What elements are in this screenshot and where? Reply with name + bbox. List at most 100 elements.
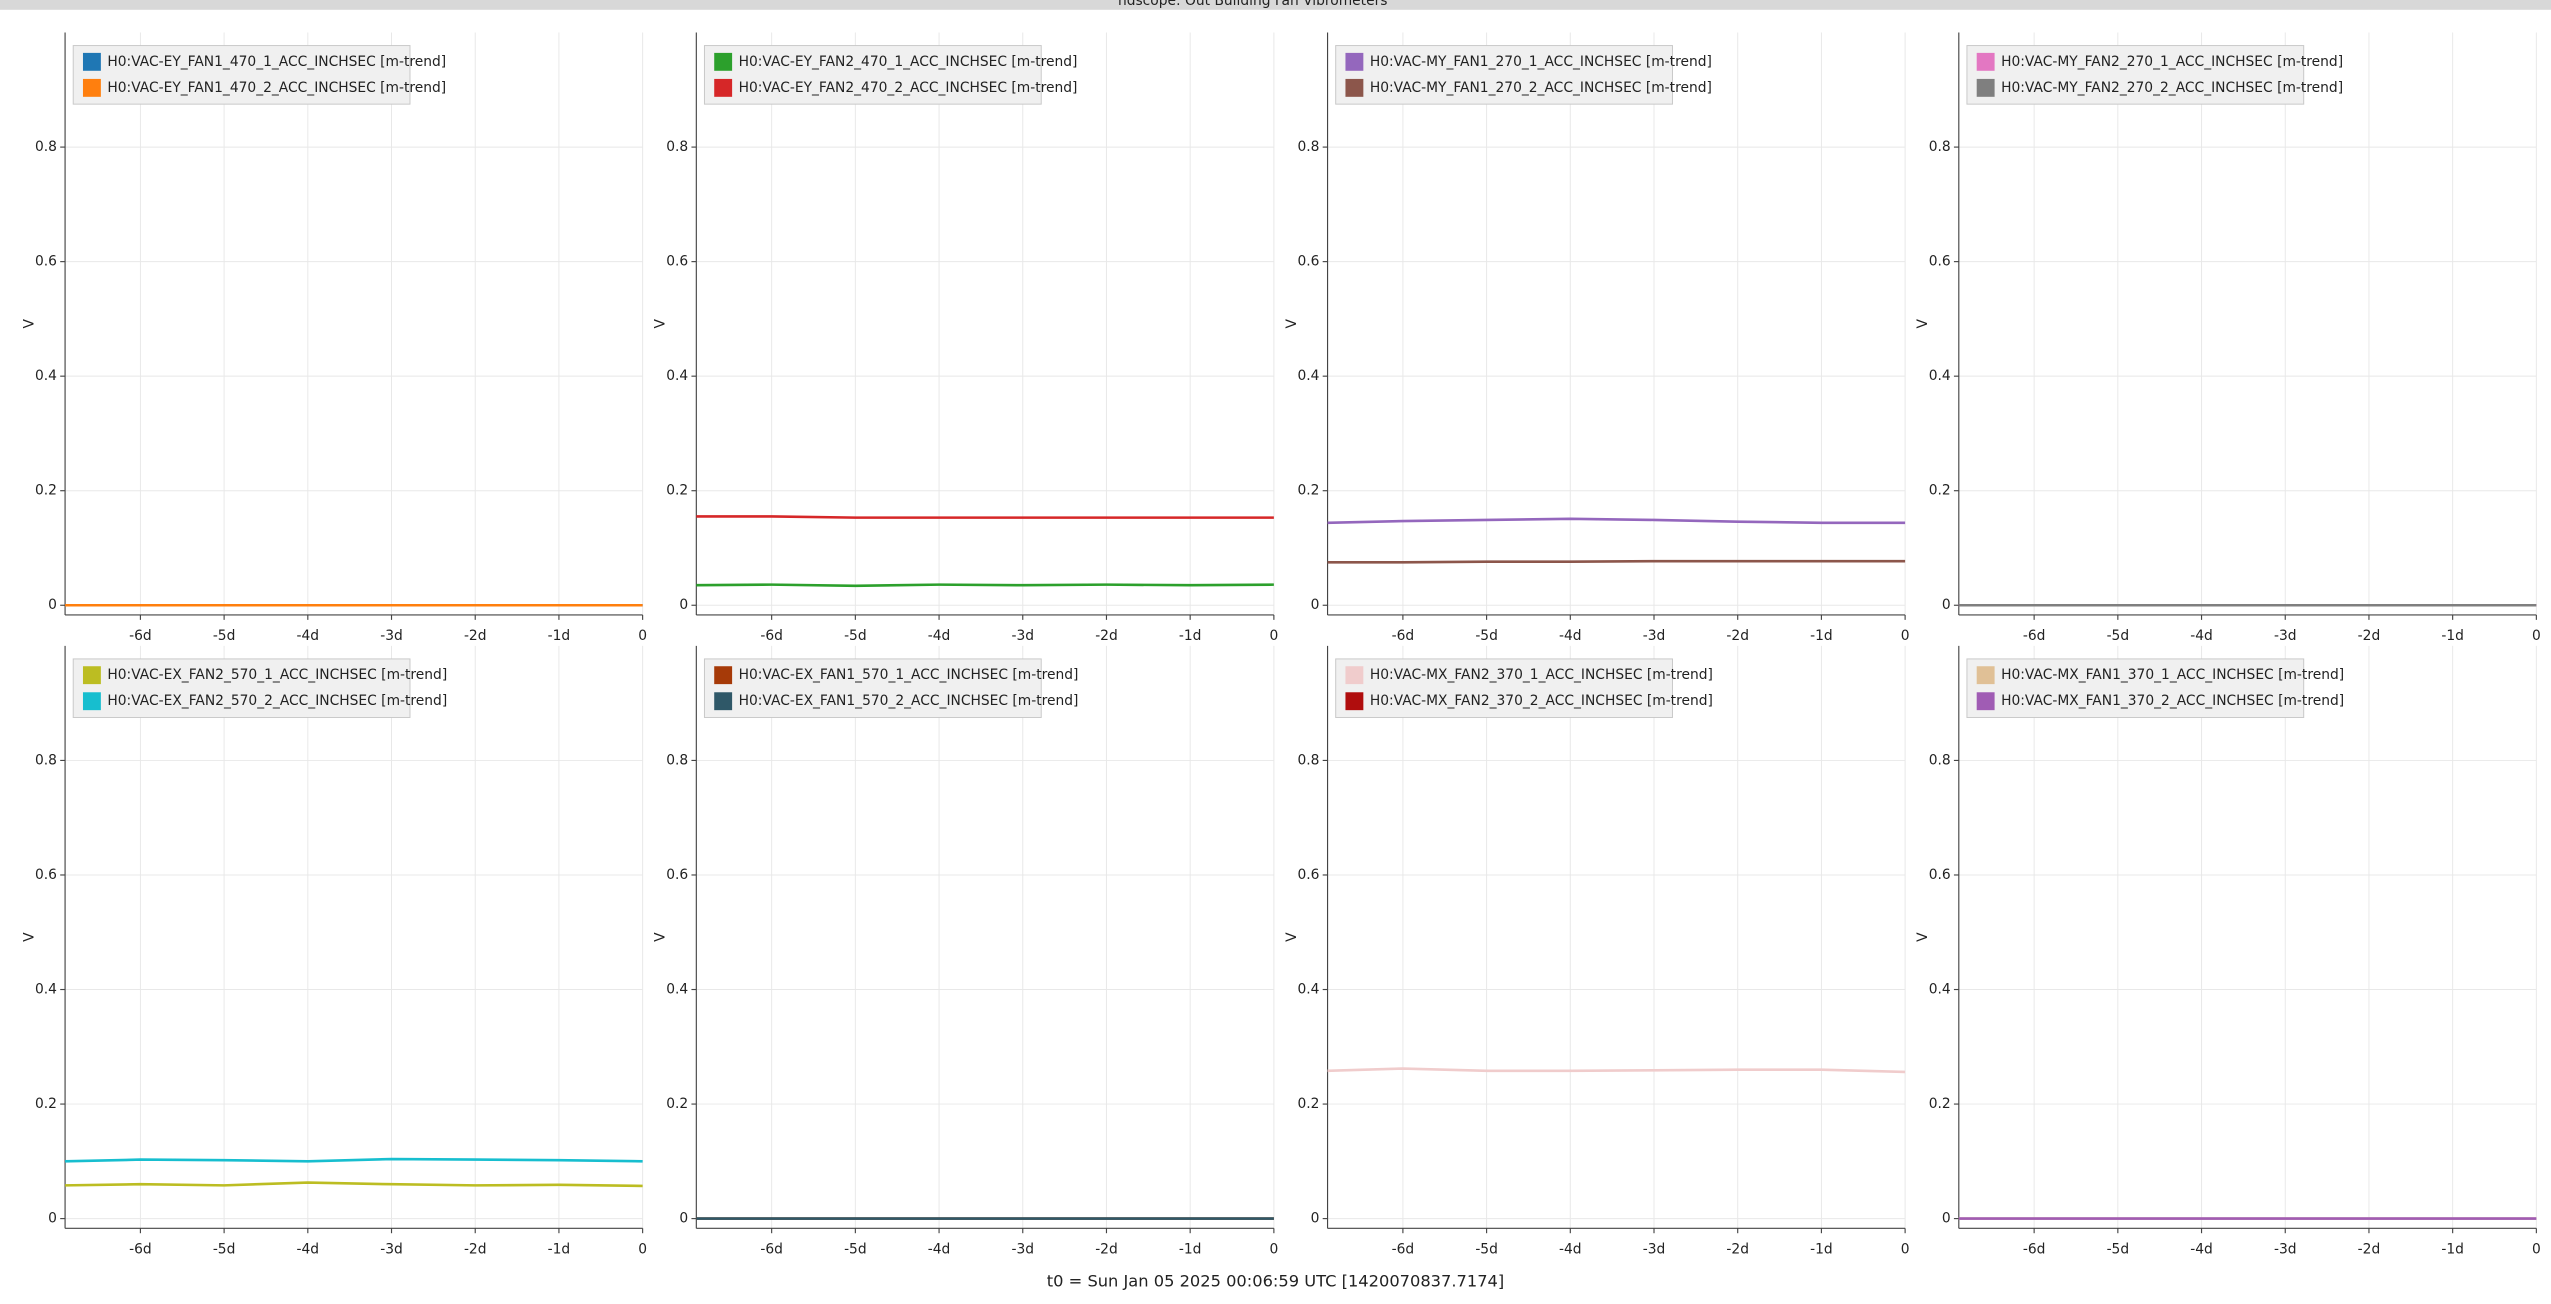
series-line [1327, 517, 1906, 525]
legend-box [1966, 658, 2305, 718]
y-tick-label: 0.8 [1297, 139, 1319, 155]
y-tick-label: 0.8 [35, 139, 57, 155]
y-tick-label: 0 [679, 1211, 688, 1227]
x-tick-label: -6d [760, 628, 783, 644]
y-tick-label: 0 [48, 597, 57, 613]
x-tick-label: -5d [844, 1241, 867, 1257]
legend-label: H0:VAC-EY_FAN1_470_1_ACC_INCHSEC [m-tren… [107, 54, 446, 70]
x-tick-label: -4d [1559, 628, 1582, 644]
legend-swatch [1976, 78, 1995, 97]
legend-swatch [1345, 78, 1364, 97]
x-tick-label: -1d [548, 1241, 571, 1257]
x-tick-label: -3d [1011, 628, 1034, 644]
legend-label: H0:VAC-MX_FAN2_370_2_ACC_INCHSEC [m-tren… [1370, 693, 1713, 709]
legend-swatch [714, 692, 733, 711]
legend-swatch [714, 78, 733, 97]
legend-label: H0:VAC-EX_FAN2_570_2_ACC_INCHSEC [m-tren… [107, 693, 447, 709]
x-tick-label: 0 [1901, 628, 1910, 644]
series-line [1327, 559, 1906, 564]
y-axis-label: V [1284, 318, 1300, 328]
legend-swatch [82, 692, 101, 711]
y-tick-label: 0.6 [1297, 254, 1319, 270]
x-tick-label: 0 [1901, 1241, 1910, 1257]
x-tick-label: 0 [638, 628, 647, 644]
y-tick-label: 0.8 [1297, 752, 1319, 768]
y-tick-label: 0.6 [1929, 254, 1951, 270]
legend-swatch [1345, 692, 1364, 711]
legend-label: H0:VAC-EY_FAN2_470_1_ACC_INCHSEC [m-tren… [739, 54, 1078, 70]
x-tick-label: -2d [1726, 1241, 1749, 1257]
x-tick-label: -2d [464, 628, 487, 644]
legend-swatch [82, 52, 101, 71]
x-tick-label: -4d [928, 1241, 951, 1257]
y-tick-label: 0 [1311, 1211, 1320, 1227]
x-tick-label: -6d [129, 1241, 152, 1257]
y-tick-label: 0.2 [35, 1096, 57, 1112]
t0-footer: t0 = Sun Jan 05 2025 00:06:59 UTC [14200… [1047, 1272, 1504, 1291]
x-tick-label: -2d [1095, 1241, 1118, 1257]
legend-label: H0:VAC-MY_FAN1_270_1_ACC_INCHSEC [m-tren… [1370, 54, 1712, 70]
plot-panel: 0 0.2 0.4 0.6 0.8 -6d -5d -4d -3d -2d -1d 0 V H0:VAC-… [1284, 645, 1910, 1257]
legend: H0:VAC-EX_FAN1_570_1_ACC_INCHSEC [m-tren… [703, 658, 1078, 718]
x-tick-label: 0 [1269, 628, 1278, 644]
series-line [1327, 1067, 1906, 1074]
plot-panel: 0 0.2 0.4 0.6 0.8 -6d -5d -4d -3d -2d -1d 0 V H0:VAC-… [1915, 32, 2541, 644]
y-axis-label: V [1915, 932, 1931, 942]
x-tick-label: -1d [2441, 1241, 2464, 1257]
series-line [65, 1157, 643, 1163]
series-line [696, 583, 1274, 588]
x-tick-label: -1d [548, 628, 571, 644]
x-tick-label: 0 [1269, 1241, 1278, 1257]
x-tick-label: -6d [1392, 1241, 1415, 1257]
legend-swatch [1976, 52, 1995, 71]
legend-label: H0:VAC-MX_FAN1_370_1_ACC_INCHSEC [m-tren… [2001, 667, 2344, 683]
x-tick-label: 0 [2532, 1241, 2541, 1257]
y-tick-label: 0.2 [1929, 1096, 1951, 1112]
x-tick-label: -6d [2023, 628, 2046, 644]
series-line [65, 1181, 643, 1188]
y-axis-label: V [21, 318, 37, 328]
plot-panel: 0 0.2 0.4 0.6 0.8 -6d -5d -4d -3d -2d -1d 0 V H0:VAC-… [1284, 32, 1910, 644]
y-tick-label: 0 [1942, 1211, 1951, 1227]
y-tick-label: 0.2 [666, 1096, 688, 1112]
x-tick-label: 0 [638, 1241, 647, 1257]
x-tick-label: -5d [844, 628, 867, 644]
x-tick-label: -1d [1810, 1241, 1833, 1257]
legend-label: H0:VAC-MY_FAN1_270_2_ACC_INCHSEC [m-tren… [1370, 80, 1712, 96]
plot-panel: 0 0.2 0.4 0.6 0.8 -6d -5d -4d -3d -2d -1d 0 V H0:VAC-… [1915, 645, 2541, 1257]
y-tick-label: 0.4 [1929, 982, 1951, 998]
y-tick-label: 0.6 [666, 254, 688, 270]
y-tick-label: 0.6 [666, 867, 688, 883]
x-tick-label: -3d [2274, 628, 2297, 644]
y-tick-label: 0.8 [666, 139, 688, 155]
y-tick-label: 0.2 [1297, 1096, 1319, 1112]
y-tick-label: 0.8 [666, 752, 688, 768]
legend-label: H0:VAC-EY_FAN2_470_2_ACC_INCHSEC [m-tren… [739, 80, 1078, 96]
plot-panel: 0 0.2 0.4 0.6 0.8 -6d -5d -4d -3d -2d -1d 0 V H0:VAC-… [653, 32, 1278, 644]
x-tick-label: -4d [297, 1241, 320, 1257]
legend-swatch [714, 666, 733, 685]
legend-label: H0:VAC-MY_FAN2_270_2_ACC_INCHSEC [m-tren… [2001, 80, 2343, 96]
y-tick-label: 0.2 [666, 483, 688, 499]
legend-box [1335, 45, 1673, 105]
legend: H0:VAC-MY_FAN1_270_1_ACC_INCHSEC [m-tren… [1335, 45, 1712, 105]
legend-swatch [82, 666, 101, 685]
x-tick-label: -5d [213, 1241, 236, 1257]
legend-box [1335, 658, 1673, 718]
x-tick-label: -1d [1179, 628, 1202, 644]
y-tick-label: 0.2 [1297, 483, 1319, 499]
y-tick-label: 0.6 [35, 867, 57, 883]
y-tick-label: 0.4 [1297, 368, 1319, 384]
x-tick-label: -2d [1095, 628, 1118, 644]
x-tick-label: -5d [2107, 1241, 2130, 1257]
y-tick-label: 0.6 [1297, 867, 1319, 883]
x-tick-label: -1d [1810, 628, 1833, 644]
y-tick-label: 0.4 [1929, 368, 1951, 384]
plot-panel: 0 0.2 0.4 0.6 0.8 -6d -5d -4d -3d -2d -1d 0 V H0:VAC-… [653, 645, 1278, 1257]
x-tick-label: -3d [2274, 1241, 2297, 1257]
y-tick-label: 0.4 [1297, 982, 1319, 998]
legend-box [72, 658, 411, 718]
legend-label: H0:VAC-MX_FAN1_370_2_ACC_INCHSEC [m-tren… [2001, 693, 2344, 709]
legend-label: H0:VAC-EY_FAN1_470_2_ACC_INCHSEC [m-tren… [107, 80, 446, 96]
x-tick-label: -2d [1726, 628, 1749, 644]
